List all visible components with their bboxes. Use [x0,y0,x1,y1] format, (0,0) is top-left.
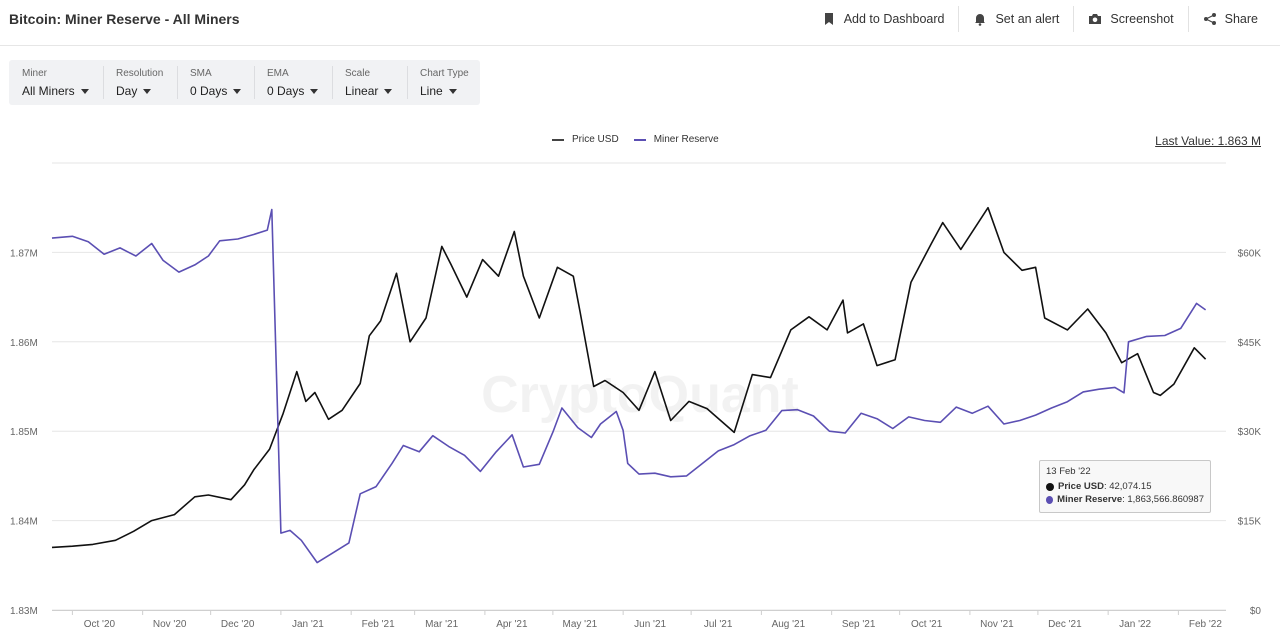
add-to-dashboard-button[interactable]: Add to Dashboard [808,6,959,32]
ema-filter-label: EMA [267,68,289,79]
x-axis-tick-label: Aug '21 [772,619,806,630]
set-alert-button[interactable]: Set an alert [958,6,1073,32]
x-axis-tick-label: Oct '20 [84,619,116,630]
x-axis-tick-label: Mar '21 [425,619,458,630]
x-axis-tick-label: Jul '21 [704,619,733,630]
page-header: Bitcoin: Miner Reserve - All Miners Add … [0,0,1280,46]
left-axis-tick-label: 1.83M [10,606,38,617]
x-axis-tick-label: Dec '20 [221,619,255,630]
chart-tooltip: 13 Feb '22 Price USD : 42,074.15 Miner R… [1039,460,1211,513]
legend-label-price: Price USD [572,134,619,145]
tooltip-price-label: Price USD [1058,481,1104,492]
chart-series [51,206,1207,564]
tooltip-reserve-value: : 1,863,566.860987 [1122,494,1204,505]
right-axis-tick-label: $0 [1250,606,1262,617]
caret-down-icon [310,89,319,94]
tooltip-date: 13 Feb '22 [1046,466,1091,477]
set-alert-label: Set an alert [995,12,1060,26]
legend-swatch-price [552,138,564,141]
legend-swatch-reserve [633,138,646,141]
price-usd-line [51,206,1207,549]
tooltip-row-reserve: Miner Reserve : 1,863,566.860987 [1046,494,1204,505]
x-axis-tick-label: Nov '21 [980,619,1014,630]
share-label: Share [1224,12,1258,26]
x-axis-tick-label: Sep '21 [842,619,876,630]
header-actions: Add to Dashboard Set an alert Screenshot… [808,0,1262,38]
x-axis-tick-label: Feb '22 [1189,619,1222,630]
chart-gridlines [52,162,1226,615]
miner-reserve-line [51,208,1207,564]
sma-filter-label: SMA [190,68,212,79]
share-button[interactable]: Share [1187,6,1262,32]
caret-down-icon [233,89,242,94]
tooltip-row-price: Price USD : 42,074.15 [1046,481,1204,492]
scale-filter-value: Linear [345,84,393,98]
caret-down-icon [80,89,89,94]
left-axis-tick-label: 1.85M [10,427,38,438]
chart-type-filter-label: Chart Type [420,68,469,79]
chart-legend: Price USD Miner Reserve [552,134,734,145]
page-title: Bitcoin: Miner Reserve - All Miners [9,11,240,27]
reserve-dot-icon [1046,495,1054,504]
bookmark-icon [822,12,836,26]
miner-filter[interactable]: Miner All Miners [9,60,103,105]
right-axis-tick-label: $60K [1238,248,1262,259]
miner-reserve-chart: CryptoQuant 1.83M 1.84M 1.85M 1.86M 1.87M $0 $… [10,162,1261,630]
screenshot-button[interactable]: Screenshot [1073,6,1187,32]
scale-filter-label: Scale [345,68,371,79]
left-axis-tick-label: 1.87M [10,248,38,259]
sma-filter-value: 0 Days [190,84,242,98]
right-axis-tick-label: $30K [1238,427,1262,438]
price-dot-icon [1046,482,1054,491]
camera-icon [1088,12,1102,26]
caret-down-icon [143,89,152,94]
filter-bar: Miner All Miners Resolution Day SMA 0 Da… [9,60,480,105]
screenshot-label: Screenshot [1110,12,1174,26]
x-axis-tick-label: Nov '20 [153,619,187,630]
right-axis-tick-label: $45K [1238,338,1262,349]
left-axis-tick-label: 1.84M [10,517,38,528]
x-axis-tick-label: Jan '22 [1119,619,1151,630]
x-axis-tick-label: Jun '21 [634,619,666,630]
legend-item-reserve[interactable]: Miner Reserve [633,134,719,145]
bell-icon [973,12,987,26]
right-axis-tick-label: $15K [1238,517,1262,528]
ema-filter-value: 0 Days [267,84,319,98]
resolution-filter-value: Day [116,84,152,98]
miner-filter-value: All Miners [22,84,89,98]
axis-tick-labels: 1.83M 1.84M 1.85M 1.86M 1.87M $0 $15K $30K $45K $… [10,248,1261,630]
miner-filter-label: Miner [22,68,48,79]
last-value-link[interactable]: Last Value: 1.863 M [1155,134,1261,148]
x-axis-tick-label: May '21 [563,619,598,630]
x-axis-tick-label: Feb '21 [362,619,395,630]
caret-down-icon [448,89,457,94]
x-axis-tick-label: Dec '21 [1048,619,1082,630]
ema-filter[interactable]: EMA 0 Days [254,60,332,105]
tooltip-price-value: : 42,074.15 [1103,481,1152,492]
x-axis-tick-label: Jan '21 [292,619,324,630]
chart-type-filter-value: Line [420,84,457,98]
chart-type-filter[interactable]: Chart Type Line [407,60,480,105]
share-icon [1203,12,1217,26]
scale-filter[interactable]: Scale Linear [332,60,407,105]
sma-filter[interactable]: SMA 0 Days [177,60,254,105]
caret-down-icon [384,89,393,94]
x-axis-tick-label: Apr '21 [496,619,528,630]
left-axis-tick-label: 1.86M [10,338,38,349]
add-to-dashboard-label: Add to Dashboard [843,12,945,26]
tooltip-reserve-label: Miner Reserve [1057,494,1123,505]
watermark: CryptoQuant [481,366,799,424]
legend-label-reserve: Miner Reserve [653,134,719,145]
legend-item-price[interactable]: Price USD [552,134,619,145]
resolution-filter-label: Resolution [116,68,164,79]
resolution-filter[interactable]: Resolution Day [103,60,177,105]
x-axis-tick-label: Oct '21 [911,619,943,630]
